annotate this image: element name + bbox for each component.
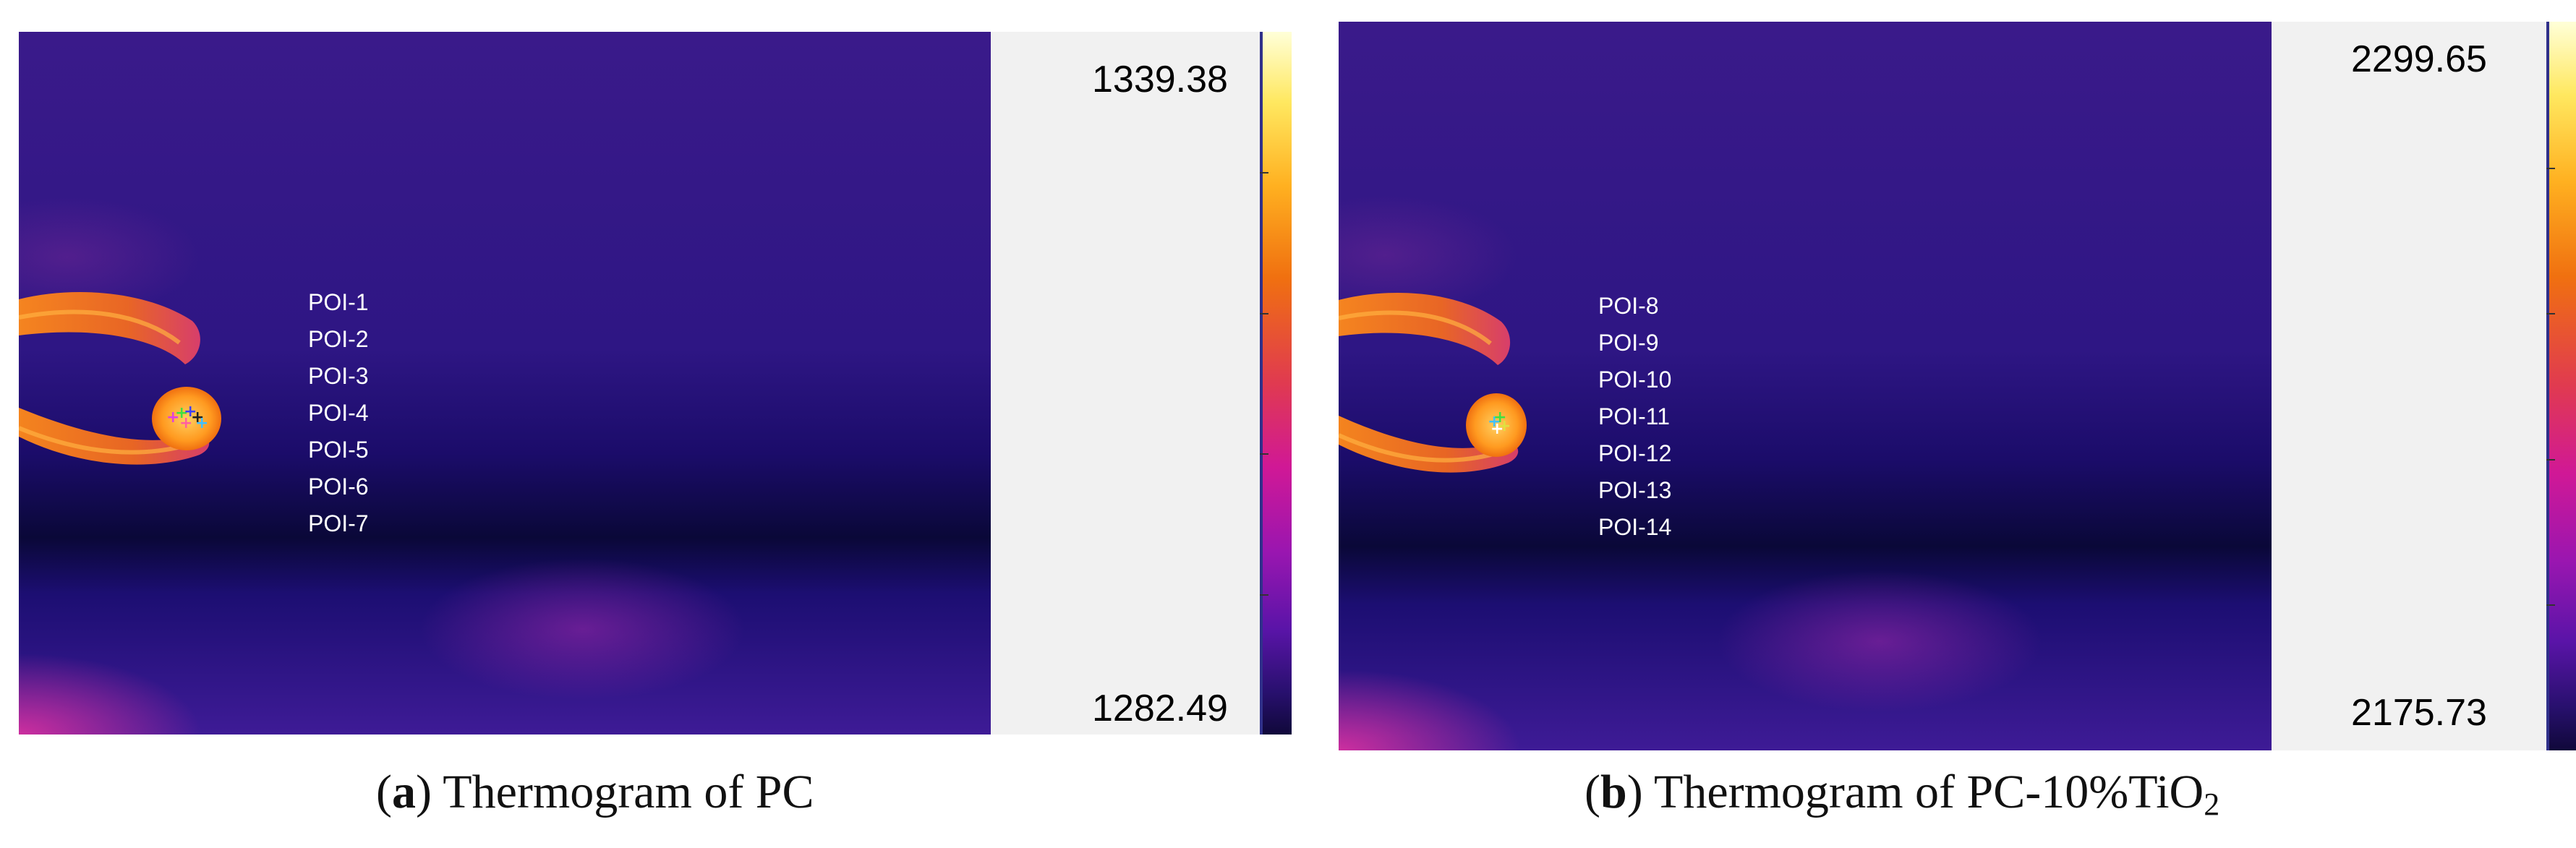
colorbar-tick [1260,453,1268,455]
thermal-image-a: + + + + + + [19,32,991,734]
scale-max-value: 2299.65 [2351,38,2487,80]
poi-label-list: POI-8 POI-9 POI-10 POI-11 POI-12 POI-13 … [1598,288,1671,546]
poi-label: POI-4 [308,400,369,426]
welding-clamp-hot-region-a: + + + + + + [19,292,221,465]
colorbar-tick [2546,313,2555,315]
svg-text:+: + [1498,417,1511,435]
poi-label: POI-9 [1598,330,1659,356]
caption-text: Thermogram of PC [443,766,814,818]
poi-label: POI-10 [1598,367,1672,393]
scale-background-a [991,32,1260,734]
caption-letter: b [1600,766,1627,818]
color-scale-bar [2546,22,2576,750]
poi-markers-a: + + + + + + [166,403,208,432]
svg-text:+: + [1493,408,1506,427]
thermogram-panel-b: + + + + 2299.65 2175.73 POI-8 POI-9 POI-… [1288,0,2576,848]
poi-label: POI-8 [1598,293,1659,319]
svg-text:+: + [179,414,192,432]
poi-label: POI-1 [308,289,369,315]
scale-background-b [2272,22,2546,750]
colorbar-tick [2546,604,2555,607]
poi-label: POI-5 [308,437,369,463]
caption-text: Thermogram of PC-10%TiO [1654,766,2204,818]
poi-label: POI-3 [308,363,369,389]
colorbar-tick [1260,594,1268,596]
color-scale-bar [1260,32,1292,734]
poi-label: POI-11 [1598,403,1670,429]
scale-min-value: 1282.49 [1092,688,1228,729]
poi-label: POI-7 [308,510,369,536]
poi-label: POI-13 [1598,477,1672,503]
poi-label-list: POI-1 POI-2 POI-3 POI-4 POI-5 POI-6 POI-… [308,284,369,542]
caption-subscript: 2 [2204,787,2220,822]
colorbar-tick [2546,167,2555,169]
svg-text:+: + [175,404,188,422]
svg-text:+: + [195,414,208,432]
poi-label: POI-2 [308,326,369,352]
thermogram-panel-a: + + + + + + 1339.38 1282.49 POI-1 POI-2 … [19,32,1292,818]
caption-letter: a [391,766,416,818]
svg-text:+: + [191,408,204,427]
poi-label: POI-12 [1598,440,1672,466]
svg-text:+: + [1490,420,1504,438]
scale-max-value: 1339.38 [1092,59,1228,100]
colorbar-tick [2546,458,2555,461]
svg-text:+: + [166,408,179,427]
welding-clamp-hot-region-b: + + + + [1339,293,1527,473]
thermal-image-b: + + + + [1339,22,2272,750]
poi-label: POI-6 [308,474,369,500]
svg-text:+: + [1488,413,1501,431]
figure-caption: (a) Thermogram of PC [376,766,814,818]
poi-label: POI-14 [1598,514,1672,540]
scale-min-value: 2175.73 [2351,692,2487,734]
colorbar-tick [1260,172,1268,174]
figure-caption: (b) Thermogram of PC-10%TiO2 [1585,766,2220,822]
svg-text:+: + [184,403,197,421]
poi-markers-b: + + + + [1488,408,1511,438]
colorbar-tick [1260,312,1268,314]
